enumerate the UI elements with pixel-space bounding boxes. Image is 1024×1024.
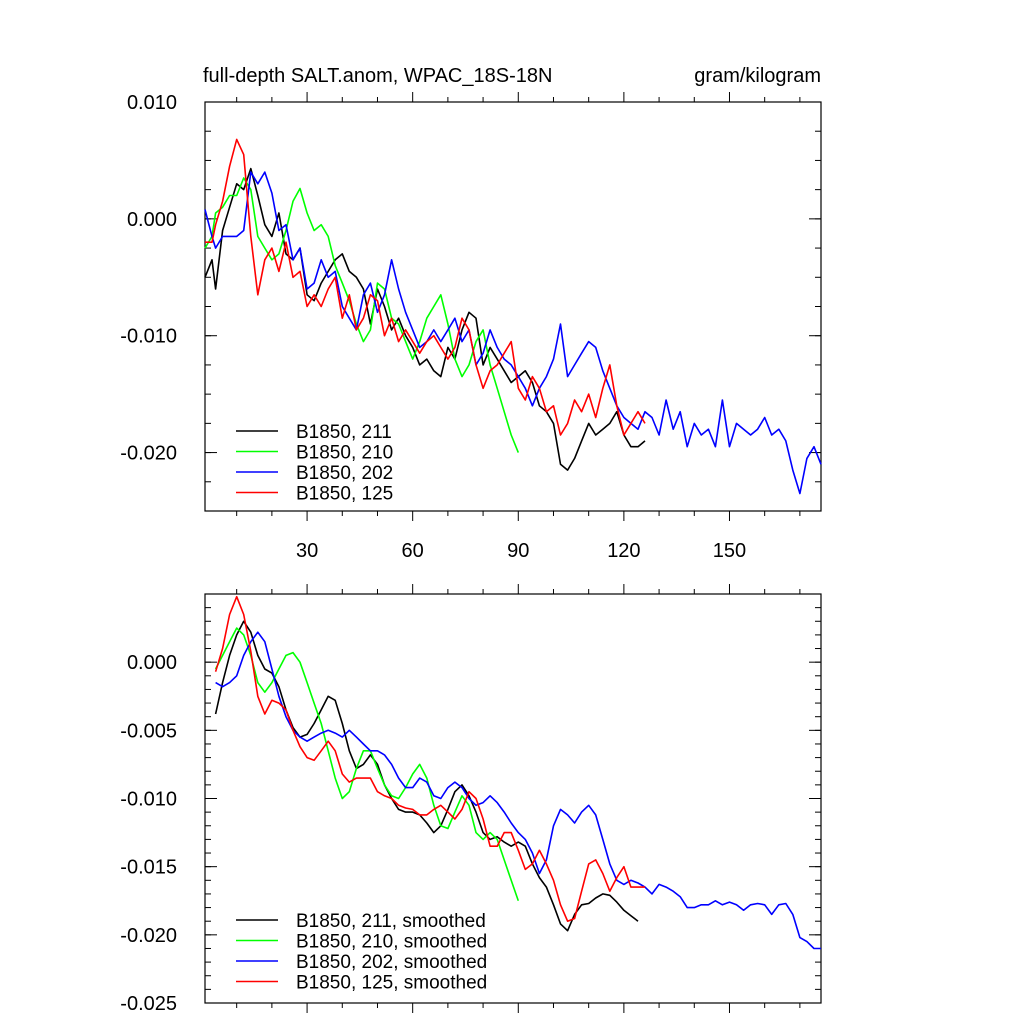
y-tick-label: -0.020 [120, 443, 177, 465]
top-x-tick-labels: 30 60 90 120 150 [296, 540, 746, 562]
legend-label-3: B1850, 202 [296, 463, 393, 484]
legend-label-1: B1850, 211 [296, 422, 392, 443]
legend-label-2: B1850, 210, smoothed [296, 932, 487, 953]
y-tick-label: -0.010 [120, 789, 177, 811]
series-line-4 [205, 138, 646, 436]
top-chart-units: gram/kilogram [694, 65, 821, 87]
legend-label-2: B1850, 210 [296, 443, 393, 464]
y-tick-label: -0.020 [120, 925, 177, 947]
series-line-2 [214, 627, 520, 902]
y-tick-label: 0.000 [127, 652, 177, 674]
bottom-series-lines [214, 595, 821, 950]
series-line-3 [215, 631, 821, 950]
bottom-y-tick-labels: 0.000 -0.005 -0.010 -0.015 -0.020 -0.025 [120, 652, 177, 1015]
y-tick-label: 0.000 [127, 209, 177, 231]
top-series-lines [204, 138, 822, 495]
y-tick-label: 0.010 [127, 92, 177, 114]
y-tick-label: -0.015 [120, 857, 177, 879]
x-tick-label: 60 [402, 540, 424, 562]
series-line-4 [214, 595, 645, 923]
series-line-2 [204, 177, 520, 453]
y-tick-label: -0.010 [120, 326, 177, 348]
x-tick-label: 120 [607, 540, 640, 562]
series-line-1 [204, 167, 646, 471]
series-line-3 [204, 171, 822, 495]
x-tick-label: 30 [296, 540, 318, 562]
top-chart-panel: full-depth SALT.anom, WPAC_18S-18N gram/… [120, 65, 822, 562]
bottom-tick-marks [205, 584, 821, 1013]
x-tick-label: 150 [713, 540, 746, 562]
legend-label-4: B1850, 125, smoothed [296, 973, 487, 994]
top-y-tick-labels: 0.010 0.000 -0.010 -0.020 [120, 92, 177, 465]
y-tick-label: -0.005 [120, 720, 177, 742]
top-chart-title: full-depth SALT.anom, WPAC_18S-18N [203, 65, 552, 87]
bottom-chart-panel: 0.000 -0.005 -0.010 -0.015 -0.020 -0.025 B185… [120, 584, 822, 1015]
y-tick-label: -0.025 [120, 993, 177, 1015]
legend-label-1: B1850, 211, smoothed [296, 911, 486, 932]
legend-label-4: B1850, 125 [296, 484, 393, 505]
x-tick-label: 90 [507, 540, 529, 562]
legend-label-3: B1850, 202, smoothed [296, 952, 487, 973]
top-tick-marks [205, 92, 821, 521]
